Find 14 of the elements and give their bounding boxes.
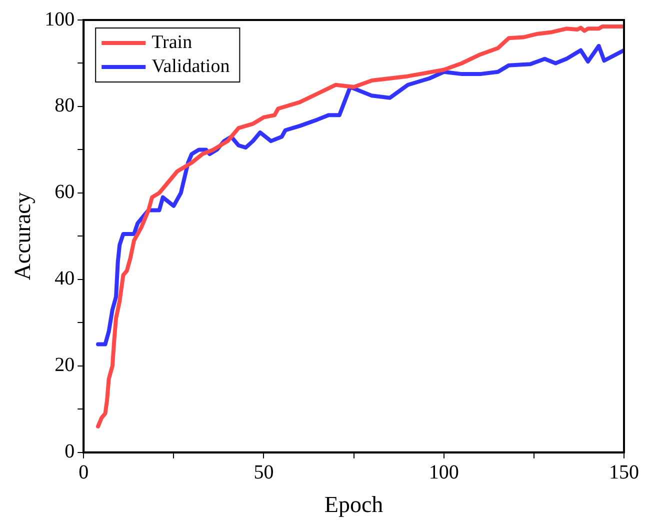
y-tick-label: 40	[54, 268, 75, 290]
legend-label: Validation	[152, 56, 230, 77]
y-axis-title: Accuracy	[10, 192, 35, 280]
y-tick-label: 80	[54, 94, 75, 117]
y-tick-label: 20	[54, 354, 75, 376]
y-tick-label: 0	[64, 440, 75, 463]
y-tick-label: 60	[54, 181, 75, 204]
x-tick-label: 150	[609, 462, 639, 484]
y-tick-label: 100	[44, 8, 75, 30]
x-tick-label: 50	[254, 462, 274, 484]
x-tick-label: 0	[78, 462, 89, 484]
legend-label: Train	[152, 32, 193, 53]
x-tick-label: 100	[428, 462, 459, 484]
x-axis-title: Epoch	[324, 492, 384, 518]
